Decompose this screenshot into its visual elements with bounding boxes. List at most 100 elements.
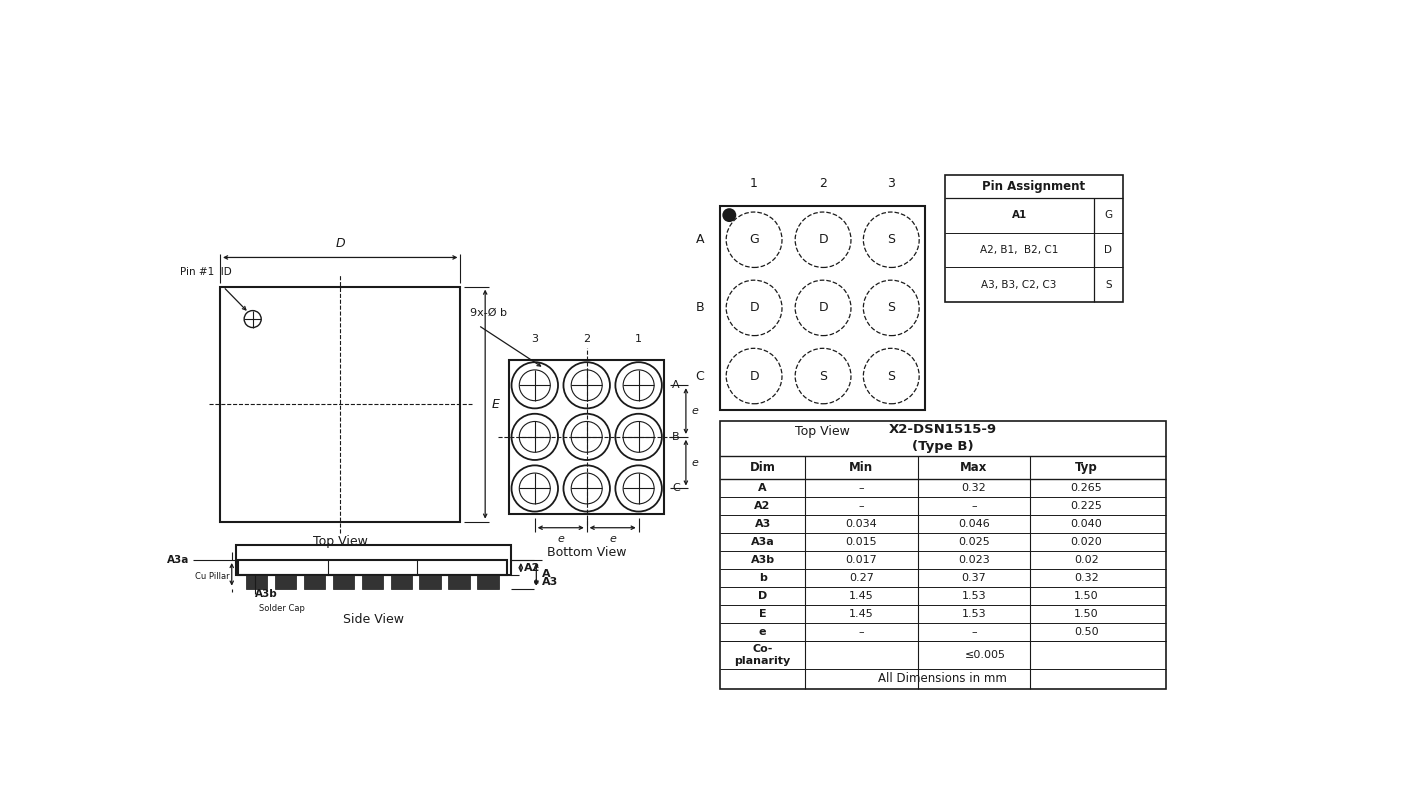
Text: All Dimensions in mm: All Dimensions in mm <box>879 672 1007 685</box>
Text: S: S <box>888 302 895 314</box>
Text: A2, B1,  B2, C1: A2, B1, B2, C1 <box>980 245 1058 255</box>
Text: 2: 2 <box>584 334 591 345</box>
Bar <box>720 421 1166 689</box>
Bar <box>274 575 297 589</box>
Text: A3b: A3b <box>751 555 775 565</box>
Text: D: D <box>1105 245 1112 255</box>
Text: 1.50: 1.50 <box>1074 609 1099 619</box>
Text: Top View: Top View <box>795 425 851 438</box>
Text: b: b <box>758 573 767 583</box>
Text: A3: A3 <box>542 577 558 587</box>
Text: A: A <box>672 381 680 390</box>
Text: –: – <box>971 627 977 637</box>
Text: Side View: Side View <box>342 613 403 626</box>
Bar <box>239 560 507 575</box>
Text: e: e <box>692 406 699 416</box>
Bar <box>362 575 383 589</box>
Bar <box>944 175 1123 302</box>
Text: S: S <box>819 369 826 382</box>
Text: A2: A2 <box>754 501 771 512</box>
Text: S: S <box>888 233 895 247</box>
Text: A3a: A3a <box>751 537 774 547</box>
Text: 0.015: 0.015 <box>846 537 878 547</box>
Text: 0.025: 0.025 <box>959 537 990 547</box>
Text: A: A <box>542 569 551 579</box>
Text: ≤0.005: ≤0.005 <box>966 650 1005 660</box>
Text: 0.02: 0.02 <box>1074 555 1099 565</box>
Text: 1: 1 <box>635 334 642 345</box>
Text: B: B <box>696 302 704 314</box>
Text: Min: Min <box>849 461 873 474</box>
Text: 0.27: 0.27 <box>849 573 873 583</box>
Text: 0.32: 0.32 <box>961 484 985 493</box>
Bar <box>419 575 442 589</box>
Text: 0.023: 0.023 <box>959 555 990 565</box>
Text: D: D <box>818 302 828 314</box>
Text: A3b: A3b <box>256 589 278 599</box>
Text: D: D <box>750 369 758 382</box>
Text: 0.50: 0.50 <box>1074 627 1099 637</box>
Bar <box>449 575 470 589</box>
Text: 1.45: 1.45 <box>849 591 873 601</box>
Text: A3, B3, C2, C3: A3, B3, C2, C3 <box>981 280 1056 290</box>
Text: D: D <box>335 237 345 250</box>
Text: D: D <box>818 233 828 247</box>
Bar <box>391 575 412 589</box>
Text: A2: A2 <box>524 563 540 573</box>
Text: –: – <box>859 501 865 512</box>
Text: C: C <box>672 484 680 493</box>
Text: Bottom View: Bottom View <box>547 546 626 559</box>
Text: Top View: Top View <box>312 535 368 548</box>
Bar <box>510 360 665 514</box>
Text: 3: 3 <box>888 177 895 191</box>
Text: Max: Max <box>960 461 987 474</box>
Bar <box>246 575 267 589</box>
Text: 0.37: 0.37 <box>961 573 985 583</box>
Text: C: C <box>696 369 704 382</box>
Text: A3a: A3a <box>166 555 189 565</box>
Text: G: G <box>1105 211 1112 220</box>
Text: 0.040: 0.040 <box>1071 519 1102 529</box>
Text: 0.020: 0.020 <box>1071 537 1102 547</box>
Bar <box>332 575 355 589</box>
Bar <box>720 206 926 410</box>
Text: Co-
planarity: Co- planarity <box>734 644 791 666</box>
Text: 0.046: 0.046 <box>959 519 990 529</box>
Text: 1.53: 1.53 <box>961 591 985 601</box>
Text: A: A <box>696 233 704 247</box>
Text: Pin Assignment: Pin Assignment <box>983 180 1085 193</box>
Text: Typ: Typ <box>1075 461 1098 474</box>
Bar <box>477 575 498 589</box>
Text: S: S <box>888 369 895 382</box>
Text: 1.50: 1.50 <box>1074 591 1099 601</box>
Text: 1: 1 <box>750 177 758 191</box>
Text: 0.265: 0.265 <box>1071 484 1102 493</box>
Text: S: S <box>1105 280 1112 290</box>
Text: 1.45: 1.45 <box>849 609 873 619</box>
Text: 9x-Ø b: 9x-Ø b <box>470 307 507 318</box>
Text: Dim: Dim <box>750 461 775 474</box>
Text: B: B <box>672 432 680 442</box>
Text: A: A <box>758 484 767 493</box>
Text: D: D <box>758 591 767 601</box>
Text: E: E <box>758 609 767 619</box>
Bar <box>304 575 325 589</box>
Text: 2: 2 <box>819 177 826 191</box>
Bar <box>220 286 460 522</box>
Text: –: – <box>859 484 865 493</box>
Text: Pin #1  ID: Pin #1 ID <box>180 267 231 278</box>
Text: e: e <box>758 627 767 637</box>
Text: G: G <box>750 233 758 247</box>
Text: 0.034: 0.034 <box>845 519 878 529</box>
Text: A3: A3 <box>754 519 771 529</box>
Text: 0.225: 0.225 <box>1071 501 1102 512</box>
Text: D: D <box>750 302 758 314</box>
Text: Solder Cap: Solder Cap <box>258 604 305 613</box>
Text: 0.32: 0.32 <box>1074 573 1099 583</box>
Text: e: e <box>609 534 616 544</box>
Text: –: – <box>859 627 865 637</box>
Text: A1: A1 <box>1011 211 1027 220</box>
Text: 1.53: 1.53 <box>961 609 985 619</box>
Text: –: – <box>971 501 977 512</box>
Text: 0.017: 0.017 <box>845 555 878 565</box>
